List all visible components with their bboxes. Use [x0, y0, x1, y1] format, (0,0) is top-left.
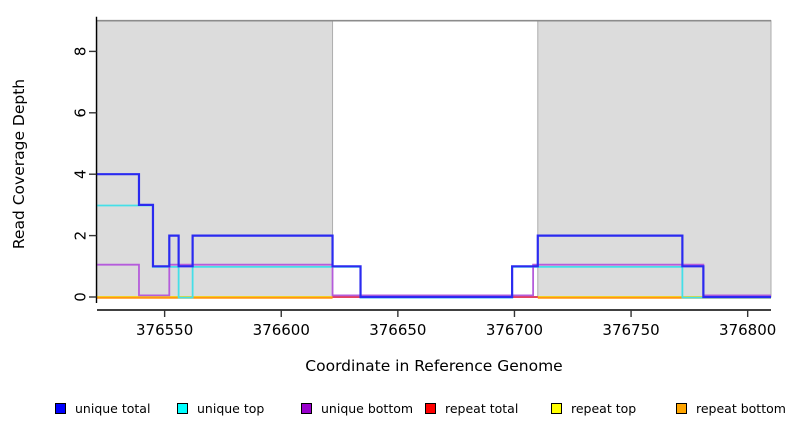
legend-item-unique-total: unique total: [55, 399, 150, 417]
legend-swatch: [55, 402, 66, 414]
legend-swatch: [676, 402, 687, 414]
legend-item-repeat-top: repeat top: [551, 399, 636, 417]
x-tick-label: 376600: [253, 321, 310, 339]
y-tick-label: 0: [72, 292, 90, 302]
x-tick-label: 376800: [719, 321, 776, 339]
x-tick-label: 376650: [369, 321, 426, 339]
repeat-region-rect: [96, 20, 334, 298]
legend-label: repeat bottom: [696, 400, 786, 416]
legend-item-repeat-bottom: repeat bottom: [676, 399, 786, 417]
legend-item-repeat-total: repeat total: [425, 399, 518, 417]
legend-label: unique bottom: [321, 400, 414, 416]
y-tick-label: 4: [72, 169, 90, 179]
repeat-region-rect: [537, 20, 772, 298]
legend-swatch: [551, 402, 562, 414]
series-line-unique-total: [97, 173, 771, 299]
x-tick-label: 376550: [136, 321, 193, 339]
legend-swatch: [425, 402, 436, 414]
y-tick-label: 8: [72, 47, 90, 57]
legend: unique total unique top unique bottom repea…: [0, 399, 792, 421]
y-axis-title: Read Coverage Depth: [10, 78, 28, 250]
legend-label: unique total: [75, 400, 151, 416]
legend-item-unique-bottom: unique bottom: [301, 399, 413, 417]
x-tick-label: 376700: [486, 321, 543, 339]
x-tick-label: 376750: [602, 321, 659, 339]
legend-swatch: [301, 402, 312, 414]
legend-item-unique-top: unique top: [177, 399, 264, 417]
legend-swatch: [177, 402, 188, 414]
y-tick-label: 2: [72, 231, 90, 241]
x-axis-title: Coordinate in Reference Genome: [305, 357, 563, 375]
legend-label: unique top: [197, 400, 265, 416]
legend-label: repeat top: [571, 400, 637, 416]
y-tick-label: 6: [72, 108, 90, 118]
legend-label: repeat total: [445, 400, 519, 416]
